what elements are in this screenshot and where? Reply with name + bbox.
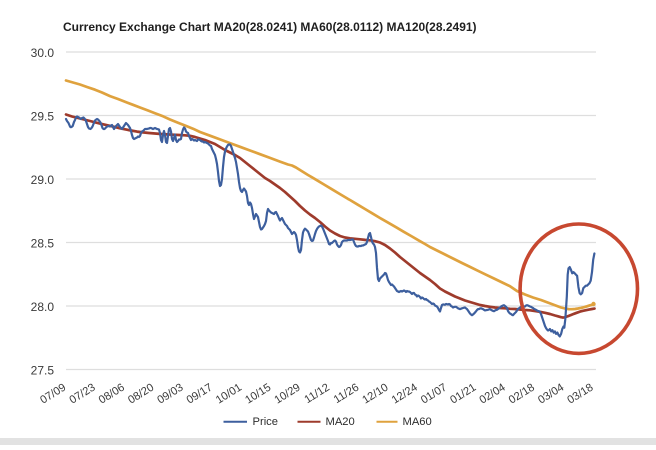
svg-text:29.5: 29.5 (31, 110, 55, 124)
svg-text:29.0: 29.0 (31, 173, 55, 187)
svg-text:30.0: 30.0 (31, 46, 55, 60)
svg-text:Currency Exchange Chart MA20(2: Currency Exchange Chart MA20(28.0241) MA… (63, 20, 477, 34)
svg-text:MA20: MA20 (326, 416, 355, 428)
svg-text:MA60: MA60 (403, 416, 432, 428)
svg-text:28.5: 28.5 (31, 237, 55, 251)
svg-text:27.5: 27.5 (31, 364, 55, 378)
svg-text:Price: Price (253, 416, 279, 428)
svg-text:28.0: 28.0 (31, 300, 55, 314)
